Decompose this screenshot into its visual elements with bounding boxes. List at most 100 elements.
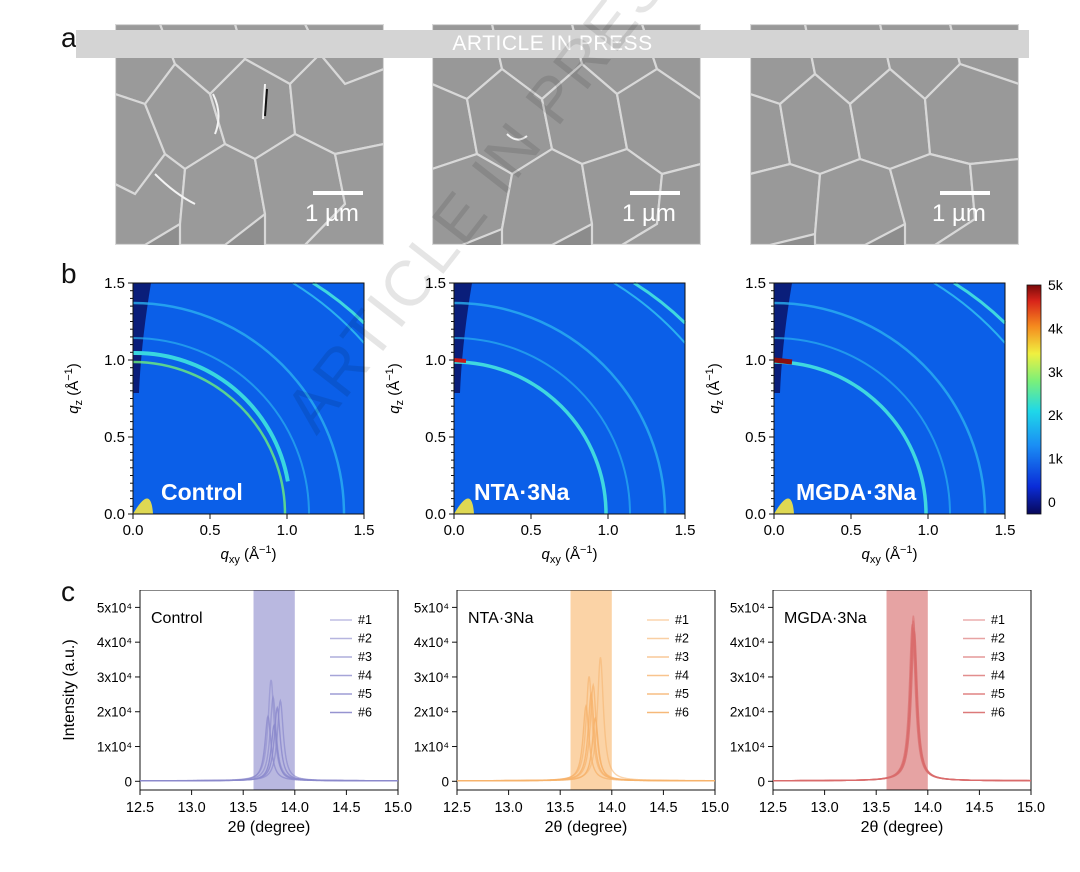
- colorbar-tick: 1k: [1048, 451, 1064, 467]
- xrd-ytick: 0: [441, 774, 449, 789]
- xrd-ytick: 1x10⁴: [730, 740, 765, 755]
- xrd-ylabel: Intensity (a.u.): [61, 639, 78, 740]
- giwaxs-ytick: 1.0: [104, 352, 125, 369]
- xrd-ytick: 3x10⁴: [414, 670, 449, 685]
- xrd-xlabel: 2θ (degree): [545, 819, 628, 836]
- colorbar-tick: 2k: [1048, 407, 1064, 423]
- colorbar-tick: 0: [1048, 494, 1056, 510]
- xrd-xlabel: 2θ (degree): [228, 819, 311, 836]
- xrd-title: NTA·3Na: [468, 610, 534, 627]
- xrd-xlabel: 2θ (degree): [861, 819, 944, 836]
- xrd-xtick: 14.5: [649, 800, 677, 816]
- xrd-xtick: 15.0: [701, 800, 729, 816]
- xrd-plot-1: 12.5 13.0 13.5 14.0 14.5 15.0 0 1x10⁴ 2x10⁴ 3x10⁴…: [414, 590, 729, 836]
- xrd-xtick: 15.0: [1017, 800, 1045, 816]
- giwaxs-xtick: 1.0: [918, 522, 939, 539]
- giwaxs-ytick: 1.5: [425, 275, 446, 292]
- legend-label: #6: [675, 706, 689, 720]
- xrd-xtick: 12.5: [443, 800, 471, 816]
- legend-label: #2: [675, 632, 689, 646]
- xrd-ytick: 2x10⁴: [414, 705, 449, 720]
- legend-label: #1: [991, 613, 1005, 627]
- giwaxs-xtick: 0.5: [521, 522, 542, 539]
- legend-label: #6: [991, 706, 1005, 720]
- xrd-ytick: 3x10⁴: [730, 670, 765, 685]
- legend-label: #6: [358, 706, 372, 720]
- legend-label: #1: [675, 613, 689, 627]
- legend-label: #5: [675, 687, 689, 701]
- xrd-xtick: 13.0: [177, 800, 205, 816]
- giwaxs-ytick: 1.5: [745, 275, 766, 292]
- xrd-ytick: 2x10⁴: [730, 705, 765, 720]
- xrd-curve-n6: [773, 634, 1032, 782]
- xrd-xtick: 13.5: [546, 800, 574, 816]
- giwaxs-ytick: 0.5: [425, 429, 446, 446]
- xrd-xtick: 14.0: [281, 800, 309, 816]
- panel-letter-b: b: [61, 258, 77, 289]
- legend-label: #3: [675, 650, 689, 664]
- xrd-xtick: 13.0: [494, 800, 522, 816]
- xrd-xtick: 12.5: [126, 800, 154, 816]
- xrd-ytick: 4x10⁴: [414, 635, 449, 650]
- giwaxs-xlabel: qxy (Å−1): [861, 544, 917, 566]
- giwaxs-map-nta: NTA·3Na: [453, 281, 687, 515]
- giwaxs-ylabel: qz (Å−1): [704, 363, 726, 414]
- xrd-xtick: 14.0: [914, 800, 942, 816]
- legend-label: #5: [358, 687, 372, 701]
- xrd-ytick: 2x10⁴: [97, 705, 132, 720]
- xrd-ytick: 5x10⁴: [414, 600, 449, 615]
- xrd-ytick: 1x10⁴: [414, 740, 449, 755]
- xrd-title: Control: [151, 610, 203, 627]
- giwaxs-xtick: 1.5: [675, 522, 696, 539]
- giwaxs-xtick: 1.5: [354, 522, 375, 539]
- giwaxs-ytick: 1.0: [745, 352, 766, 369]
- giwaxs-xtick: 1.5: [995, 522, 1016, 539]
- giwaxs-xlabel: qxy (Å−1): [220, 544, 276, 566]
- legend-label: #4: [675, 669, 689, 683]
- giwaxs-xtick: 1.0: [598, 522, 619, 539]
- giwaxs-figure: Control NTA·3Na MGDA·3Na 0.0 0.0 0.5 0.5 1.0…: [63, 275, 1064, 566]
- legend-label: #4: [358, 669, 372, 683]
- legend-label: #5: [991, 687, 1005, 701]
- xrd-ytick: 4x10⁴: [730, 635, 765, 650]
- xrd-ytick: 3x10⁴: [97, 670, 132, 685]
- xrd-ytick: 5x10⁴: [730, 600, 765, 615]
- xrd-plot-2: 12.5 13.0 13.5 14.0 14.5 15.0 0 1x10⁴ 2x10⁴ 3x10⁴…: [730, 590, 1045, 836]
- giwaxs-map-mgda: MGDA·3Na: [773, 281, 1007, 515]
- xrd-xtick: 13.5: [862, 800, 890, 816]
- giwaxs-ytick: 1.5: [104, 275, 125, 292]
- giwaxs-ytick: 0.0: [104, 506, 125, 523]
- giwaxs-ytick: 1.0: [425, 352, 446, 369]
- xrd-xtick: 15.0: [384, 800, 412, 816]
- giwaxs-map-control: Control: [132, 281, 366, 515]
- giwaxs-label-nta: NTA·3Na: [474, 479, 570, 505]
- colorbar-tick: 5k: [1048, 277, 1064, 293]
- scale-bar-label-nta: 1 µm: [622, 200, 676, 227]
- giwaxs-xtick: 0.0: [444, 522, 465, 539]
- legend-label: #3: [358, 650, 372, 664]
- giwaxs-ytick: 0.5: [104, 429, 125, 446]
- legend-label: #4: [991, 669, 1005, 683]
- giwaxs-xtick: 1.0: [277, 522, 298, 539]
- xrd-xtick: 14.0: [598, 800, 626, 816]
- xrd-xtick: 13.5: [229, 800, 257, 816]
- xrd-figure: 12.5 13.0 13.5 14.0 14.5 15.0 0 1x10⁴ 2x10⁴ 3x10⁴…: [61, 590, 1045, 836]
- xrd-curve-n6: [457, 716, 715, 782]
- colorbar-tick: 3k: [1048, 364, 1064, 380]
- colorbar-tick: 4k: [1048, 320, 1064, 336]
- xrd-xtick: 14.5: [332, 800, 360, 816]
- xrd-curve-n6: [140, 723, 399, 782]
- xrd-ytick: 1x10⁴: [97, 740, 132, 755]
- giwaxs-xlabel: qxy (Å−1): [541, 544, 597, 566]
- xrd-ytick: 5x10⁴: [97, 600, 132, 615]
- scale-bar-label-mgda: 1 µm: [932, 200, 986, 227]
- legend-label: #1: [358, 613, 372, 627]
- xrd-xtick: 12.5: [759, 800, 787, 816]
- giwaxs-label-control: Control: [161, 479, 243, 505]
- xrd-xtick: 13.0: [810, 800, 838, 816]
- panel-letter-a: a: [61, 22, 77, 53]
- xrd-ytick: 0: [757, 774, 765, 789]
- xrd-ytick: 4x10⁴: [97, 635, 132, 650]
- xrd-plot-0: 12.5 13.0 13.5 14.0 14.5 15.0 0 1x10⁴ 2x10⁴ 3x10⁴…: [61, 590, 412, 836]
- xrd-xtick: 14.5: [965, 800, 993, 816]
